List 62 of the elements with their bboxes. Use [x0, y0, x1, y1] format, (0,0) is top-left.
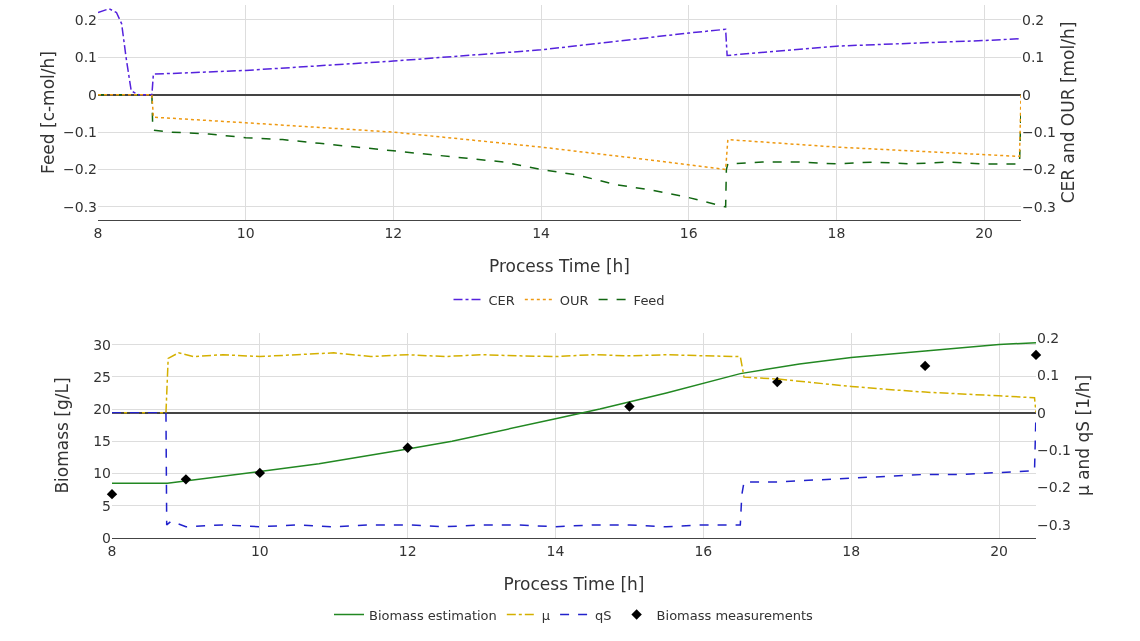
y-tick-label: 15 — [93, 433, 111, 450]
y2-tick-label: 0 — [1037, 404, 1046, 421]
y-tick-label: 5 — [102, 497, 111, 514]
x-tick-label: 14 — [532, 224, 551, 241]
legend-label: qS — [595, 607, 612, 623]
legend-label: Biomass measurements — [656, 607, 814, 623]
line-series — [98, 93, 1021, 208]
y-axis-title: Biomass [g/L] — [52, 377, 72, 494]
x-tick-label: 10 — [250, 542, 269, 559]
y2-tick-label: 0.2 — [1037, 329, 1060, 346]
legend-label: Biomass estimation — [369, 607, 497, 623]
y2-axis-title: μ and qS [1/h] — [1073, 374, 1093, 497]
y-tick-label: 30 — [93, 336, 111, 353]
y2-tick-label: 0.2 — [1022, 11, 1045, 28]
x-tick-label: 20 — [990, 542, 1008, 559]
y2-tick-label: −0.2 — [1037, 479, 1071, 496]
point — [624, 401, 635, 412]
legend-label: μ — [541, 607, 551, 623]
y-tick-label: 0.2 — [74, 11, 97, 28]
y2-tick-label: 0 — [1022, 86, 1031, 103]
x-axis-title: Process Time [h] — [503, 574, 645, 595]
x-tick-label: 16 — [694, 542, 713, 559]
x-tick-label: 10 — [236, 224, 255, 241]
point — [402, 442, 413, 453]
line-series — [98, 7, 1021, 96]
point — [106, 488, 118, 500]
x-tick-label: 14 — [546, 542, 565, 559]
y-tick-label: 20 — [93, 400, 111, 417]
line-series — [112, 411, 1036, 528]
y-tick-label: 25 — [93, 368, 111, 385]
point — [919, 360, 931, 372]
legend-label: OUR — [559, 292, 589, 308]
x-tick-label: 8 — [93, 224, 103, 241]
x-tick-label: 18 — [842, 542, 861, 559]
x-tick-label: 12 — [398, 542, 417, 559]
point — [180, 474, 192, 485]
y2-tick-label: −0.3 — [1022, 198, 1056, 215]
y2-tick-label: −0.2 — [1022, 161, 1056, 178]
legend-label: CER — [488, 292, 515, 308]
x-tick-label: 16 — [679, 224, 698, 241]
y2-axis-title: CER and OUR [mol/h] — [1058, 21, 1078, 204]
y2-tick-label: −0.3 — [1037, 516, 1071, 533]
y2-tick-label: 0.1 — [1022, 49, 1045, 66]
y-tick-label: 0.1 — [74, 49, 97, 66]
y2-tick-label: −0.1 — [1022, 124, 1056, 141]
x-tick-label: 20 — [975, 224, 993, 241]
x-tick-label: 12 — [384, 224, 403, 241]
y-tick-label: −0.1 — [63, 124, 97, 141]
y-tick-label: −0.3 — [63, 198, 97, 215]
legend-label: Feed — [633, 292, 665, 308]
line-series — [112, 341, 1036, 484]
line-series — [98, 93, 1021, 171]
point — [254, 467, 266, 479]
point — [1030, 349, 1042, 361]
y2-tick-label: −0.1 — [1037, 441, 1071, 458]
x-tick-label: 18 — [827, 224, 846, 241]
y-tick-label: 0 — [88, 86, 97, 103]
y2-tick-label: 0.1 — [1037, 367, 1060, 384]
y-axis-title: Feed [c-mol/h] — [38, 51, 58, 174]
y-tick-label: −0.2 — [63, 161, 97, 178]
y-tick-label: 10 — [93, 465, 111, 482]
x-axis-title: Process Time [h] — [489, 256, 630, 277]
